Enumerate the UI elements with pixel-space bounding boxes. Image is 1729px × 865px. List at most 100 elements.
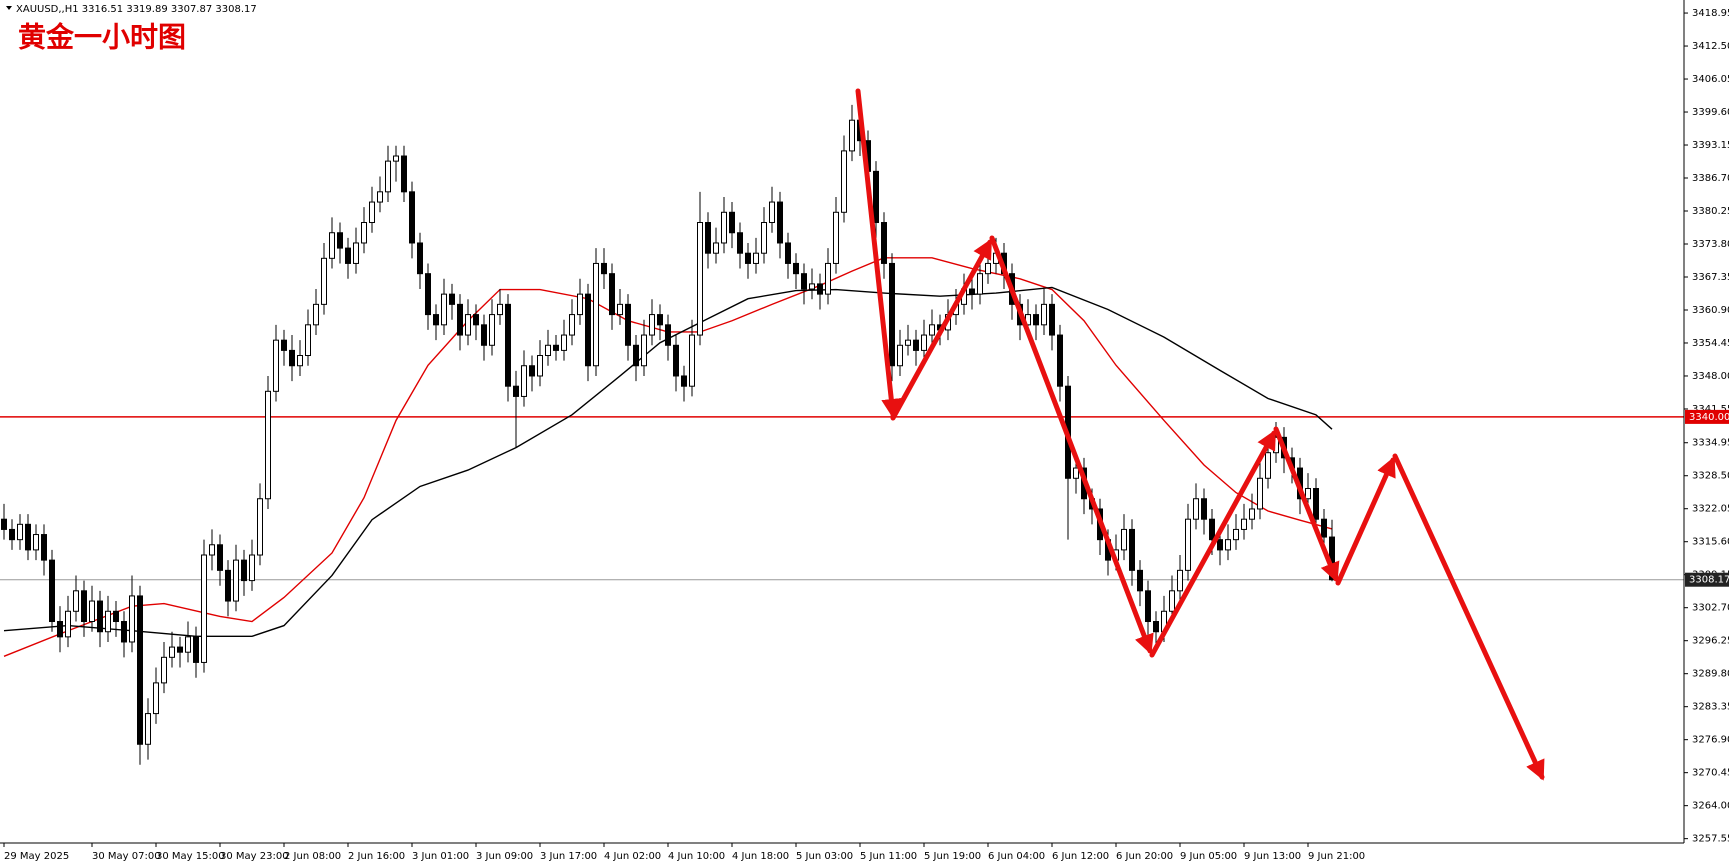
y-tick-label: 3257.55 xyxy=(1692,834,1729,845)
x-tick-label: 5 Jun 03:00 xyxy=(796,851,853,862)
candle-body xyxy=(1,518,7,530)
candle-body xyxy=(537,355,543,377)
candle-body xyxy=(161,656,167,684)
candle-body xyxy=(513,385,519,397)
candle-body xyxy=(689,334,695,387)
candle-body xyxy=(561,334,567,351)
candle-body xyxy=(169,646,175,658)
candle-body xyxy=(465,314,471,336)
price-label: 3340.00 xyxy=(1689,412,1729,423)
candle-body xyxy=(1129,528,1135,571)
x-tick-label: 3 Jun 01:00 xyxy=(412,851,469,862)
candle-body xyxy=(201,554,207,663)
candle-body xyxy=(417,242,423,275)
candle-body xyxy=(353,242,359,264)
y-tick-label: 3367.35 xyxy=(1692,272,1729,283)
candle-body xyxy=(361,222,367,244)
candle-body xyxy=(929,324,935,336)
y-tick-label: 3289.80 xyxy=(1692,669,1729,680)
candle-body xyxy=(1137,569,1143,592)
candle-body xyxy=(577,293,583,316)
candle-body xyxy=(1305,488,1311,500)
candle-body xyxy=(329,232,335,259)
x-tick-label: 3 Jun 17:00 xyxy=(540,851,597,862)
forecast-arrows xyxy=(855,88,1545,781)
candle-body xyxy=(433,314,439,326)
candle-body xyxy=(457,303,463,336)
candle-body xyxy=(665,324,671,346)
axes: 3418.95 3412.50 3406.05 3399.60 3393.15 3386.… xyxy=(3,8,1729,862)
candle-body xyxy=(1153,621,1159,633)
candle-body xyxy=(393,155,399,162)
candle-body xyxy=(449,293,455,305)
candle-body xyxy=(473,314,479,326)
x-tick-label: 30 May 23:00 xyxy=(220,851,289,862)
candle-body xyxy=(921,334,927,351)
arrow xyxy=(1273,426,1340,583)
candle-body xyxy=(897,344,903,367)
candle-body xyxy=(105,610,111,633)
candle-body xyxy=(505,303,511,387)
y-tick-label: 3283.35 xyxy=(1692,702,1729,713)
arrow xyxy=(890,238,993,421)
candle-body xyxy=(985,262,991,275)
candle-body xyxy=(249,554,255,582)
candle-body xyxy=(777,201,783,244)
candle-body xyxy=(497,303,503,316)
candle-body xyxy=(1057,334,1063,387)
candle-body xyxy=(585,293,591,367)
candle-body xyxy=(129,595,135,643)
candle-body xyxy=(441,293,447,326)
moving-average-line xyxy=(3,286,1333,638)
candle-body xyxy=(881,222,887,264)
candle-body xyxy=(297,355,303,367)
candle-body xyxy=(849,119,855,152)
x-tick-label: 30 May 07:00 xyxy=(92,851,161,862)
candle-body xyxy=(337,232,343,249)
candle-body xyxy=(185,636,191,653)
candle-body xyxy=(601,262,607,275)
x-tick-label: 30 May 15:00 xyxy=(156,851,225,862)
candle-body xyxy=(273,339,279,392)
x-tick-label: 5 Jun 11:00 xyxy=(860,851,917,862)
candle-body xyxy=(1209,518,1215,541)
candle-body xyxy=(841,150,847,213)
candle-body xyxy=(625,303,631,346)
arrow xyxy=(855,88,902,419)
plot-area xyxy=(0,104,1684,765)
candle-body xyxy=(73,590,79,612)
candle-body xyxy=(193,636,199,663)
candle-body xyxy=(65,610,71,638)
candle-body xyxy=(41,534,47,561)
y-tick-label: 3380.25 xyxy=(1692,206,1729,217)
candle-body xyxy=(649,314,655,336)
candle-body xyxy=(913,339,919,351)
candle-body xyxy=(1073,467,1079,479)
y-tick-label: 3302.70 xyxy=(1692,603,1729,614)
candle-body xyxy=(1225,539,1231,551)
y-tick-label: 3348.00 xyxy=(1692,371,1729,382)
x-tick-label: 6 Jun 12:00 xyxy=(1052,851,1109,862)
candle-body xyxy=(633,344,639,367)
candle-body xyxy=(833,211,839,264)
y-tick-label: 3296.25 xyxy=(1692,636,1729,647)
x-tick-label: 9 Jun 13:00 xyxy=(1244,851,1301,862)
candle-body xyxy=(1177,569,1183,592)
candle-body xyxy=(969,288,975,295)
candle-body xyxy=(137,595,143,745)
candle-body xyxy=(209,544,215,556)
x-tick-label: 6 Jun 04:00 xyxy=(988,851,1045,862)
candle-body xyxy=(1041,303,1047,326)
candle-body xyxy=(225,569,231,602)
candle-body xyxy=(769,201,775,224)
y-tick-label: 3315.60 xyxy=(1692,537,1729,548)
candle-body xyxy=(1217,539,1223,551)
candle-body xyxy=(1313,488,1319,520)
candle-body xyxy=(1169,590,1175,612)
y-tick-label: 3328.50 xyxy=(1692,471,1729,482)
candle-body xyxy=(377,191,383,203)
candle-body xyxy=(825,262,831,295)
candle-body xyxy=(321,257,327,305)
candle-body xyxy=(345,247,351,264)
